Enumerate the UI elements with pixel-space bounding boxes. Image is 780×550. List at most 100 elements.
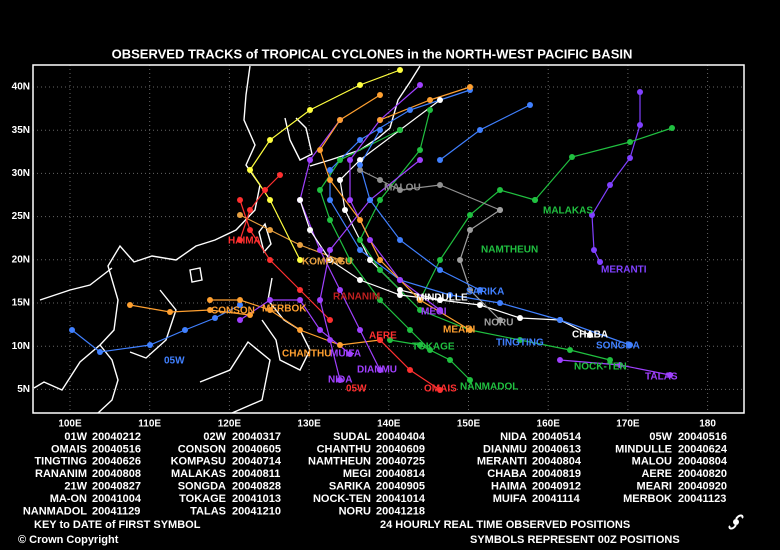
lon-label: 170E	[616, 419, 640, 430]
coastline	[284, 117, 313, 161]
position-symbol	[377, 267, 383, 273]
key-name: 02W	[203, 431, 226, 443]
storm-label: MERBOK	[262, 304, 307, 315]
position-symbol	[637, 89, 643, 95]
storm-label: MEGI	[421, 307, 447, 318]
key-date: 20040808	[92, 468, 141, 480]
key-date: 20041210	[232, 505, 281, 517]
position-symbol	[69, 327, 75, 333]
position-symbol	[307, 107, 313, 113]
key-date: 20041014	[376, 493, 426, 505]
key-name: MINDULLE	[615, 443, 672, 455]
position-symbol	[377, 367, 383, 373]
position-symbol	[237, 237, 243, 243]
position-symbol	[337, 177, 343, 183]
position-symbol	[477, 302, 483, 308]
key-date: 20040609	[376, 443, 425, 455]
position-symbol	[637, 122, 643, 128]
storm-label: MALAKAS	[543, 206, 593, 217]
storm-label: SONGDA	[596, 341, 640, 352]
position-symbol	[407, 367, 413, 373]
position-symbol	[237, 297, 243, 303]
position-symbol	[397, 187, 403, 193]
track	[319, 129, 431, 351]
lat-label: 25N	[12, 211, 30, 222]
position-symbol	[497, 317, 503, 323]
tracks	[69, 67, 675, 393]
position-symbol	[669, 125, 675, 131]
storm-label: CHABA	[572, 330, 608, 341]
track	[319, 159, 421, 381]
position-symbol	[327, 257, 333, 263]
position-symbol	[397, 277, 403, 283]
lat-label: 40N	[12, 82, 30, 93]
position-symbol	[337, 117, 343, 123]
position-symbol	[517, 337, 523, 343]
position-symbol	[607, 357, 613, 363]
position-symbol	[377, 92, 383, 98]
key-date: 20040912	[532, 481, 581, 493]
lon-label: 110E	[138, 419, 161, 430]
position-symbol	[417, 307, 423, 313]
key-date: 20040804	[532, 456, 582, 468]
storm-label: TALAS	[645, 372, 678, 383]
position-symbol	[667, 372, 673, 378]
position-symbol	[367, 197, 373, 203]
track	[210, 299, 381, 346]
position-symbol	[317, 187, 323, 193]
symbols-caption: SYMBOLS REPRESENT 00Z POSITIONS	[470, 534, 680, 546]
position-symbol	[247, 207, 253, 213]
position-symbol	[237, 302, 243, 308]
position-symbol	[627, 155, 633, 161]
position-symbol	[569, 154, 575, 160]
position-symbol	[397, 292, 403, 298]
key-name: MA-ON	[50, 493, 87, 505]
position-symbol	[327, 247, 333, 253]
storm-label: 05W	[164, 356, 185, 367]
key-date: 20040516	[92, 443, 141, 455]
storm-label: 05W	[346, 384, 367, 395]
position-symbol	[147, 342, 153, 348]
key-name: KOMPASU	[171, 456, 226, 468]
position-symbol	[467, 327, 473, 333]
key-name: DIANMU	[483, 443, 527, 455]
position-symbol	[627, 342, 633, 348]
key-name: SONGDA	[178, 481, 226, 493]
position-symbol	[417, 82, 423, 88]
position-symbol	[497, 300, 503, 306]
position-symbol	[247, 227, 253, 233]
position-symbol	[267, 197, 273, 203]
track	[359, 169, 501, 211]
position-symbol	[237, 212, 243, 218]
key-date: 20041013	[232, 493, 281, 505]
position-symbol	[377, 177, 383, 183]
track	[591, 92, 641, 263]
storm-label: OMAIS	[424, 384, 457, 395]
storm-label: SARIKA	[466, 287, 504, 298]
key-name: CHANTHU	[317, 443, 371, 455]
key-date: 20041004	[92, 493, 142, 505]
track	[379, 86, 471, 121]
position-symbol	[377, 127, 383, 133]
key-caption: KEY to DATE of FIRST SYMBOL	[34, 519, 201, 531]
position-symbol	[357, 157, 363, 163]
position-symbol	[297, 297, 303, 303]
lon-label: 180	[699, 419, 716, 430]
key-date: 20040404	[376, 431, 426, 443]
track	[359, 129, 481, 291]
position-symbol	[527, 102, 533, 108]
track	[319, 94, 471, 331]
key-date: 20040613	[532, 443, 581, 455]
track	[71, 304, 241, 353]
position-symbol	[307, 227, 313, 233]
position-symbol	[447, 292, 453, 298]
key-name: HAIMA	[491, 481, 527, 493]
position-symbol	[267, 297, 273, 303]
lat-label: 20N	[12, 254, 30, 265]
key-name: CONSON	[178, 443, 226, 455]
key-name: NAMTHEUN	[308, 456, 371, 468]
key-name: OMAIS	[51, 443, 87, 455]
lon-label: 100E	[58, 419, 82, 430]
position-symbol	[427, 107, 433, 113]
track	[129, 304, 251, 316]
